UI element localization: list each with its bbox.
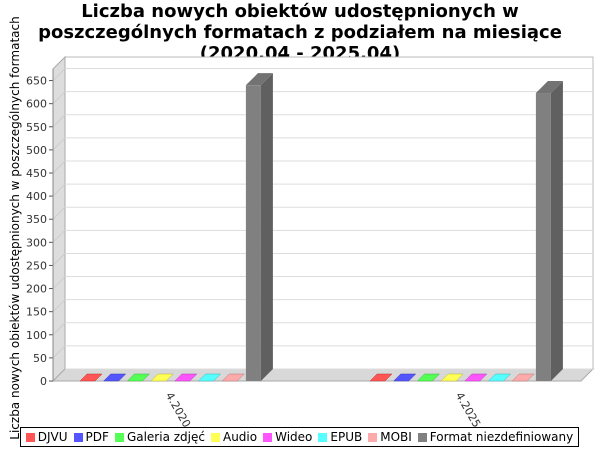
chart-title-line-2: poszczególnych formatach z podziałem na … xyxy=(38,22,562,43)
bar xyxy=(535,93,551,381)
bar xyxy=(487,373,512,382)
legend-swatch xyxy=(368,432,378,442)
gridline-depth xyxy=(52,137,66,151)
legend-swatch xyxy=(210,432,220,442)
gridline-depth xyxy=(52,345,66,359)
gridline-depth xyxy=(52,160,66,174)
legend-swatch xyxy=(73,432,83,442)
bar xyxy=(150,373,174,382)
y-tick-label: 500 xyxy=(26,144,47,157)
legend-item: MOBI xyxy=(368,430,412,444)
gridline-depth xyxy=(52,206,66,220)
legend-item: Format niezdefiniowany xyxy=(417,430,574,444)
y-tick-label: 50 xyxy=(33,352,47,365)
y-tick-label: 550 xyxy=(26,121,47,134)
chart-title-line-1: Liczba nowych obiektów udostępnionych w xyxy=(81,1,519,22)
legend-swatch xyxy=(318,432,328,442)
legend-label: Audio xyxy=(222,430,258,444)
bar xyxy=(126,373,151,382)
legend-label: PDF xyxy=(85,430,109,444)
y-tick-label: 600 xyxy=(26,98,47,111)
bar-side xyxy=(550,81,563,381)
bar xyxy=(416,373,441,382)
legend-swatch xyxy=(25,432,35,442)
legend: DJVU PDF Galeria zdjęć Audio Wideo EPUB MOBI Fo… xyxy=(20,427,579,447)
bar xyxy=(174,373,198,382)
y-tick-label: 100 xyxy=(26,329,47,342)
bar xyxy=(369,373,393,382)
gridline-depth xyxy=(52,276,66,289)
legend-swatch xyxy=(263,432,273,442)
legend-item: Wideo xyxy=(263,430,312,444)
bar xyxy=(221,373,245,382)
y-tick-label: 650 xyxy=(26,75,47,88)
x-tick-label: 4.2025 xyxy=(453,390,484,430)
legend-label: Galeria zdjęć xyxy=(126,430,205,444)
y-tick-label: 350 xyxy=(26,213,47,226)
y-tick-label: 200 xyxy=(26,283,47,296)
gridline-depth xyxy=(52,114,66,128)
bar xyxy=(245,85,261,381)
legend-swatch xyxy=(417,432,427,442)
gridline-depth xyxy=(52,299,66,313)
y-tick-label: 0 xyxy=(40,375,47,388)
y-tick-label: 450 xyxy=(26,167,47,180)
gridline-depth xyxy=(52,91,66,105)
x-tick-label: 4.2020 xyxy=(163,390,194,430)
gridline-depth xyxy=(52,253,66,266)
legend-swatch xyxy=(114,432,124,442)
legend-label: MOBI xyxy=(380,430,412,444)
bar xyxy=(103,373,127,382)
bar xyxy=(197,373,222,382)
legend-label: Format niezdefiniowany xyxy=(429,430,574,444)
legend-item: Galeria zdjęć xyxy=(114,430,205,444)
legend-item: PDF xyxy=(73,430,109,444)
gridline-depth xyxy=(52,68,66,81)
gridline-depth xyxy=(52,322,66,336)
y-tick-label: 150 xyxy=(26,306,47,319)
legend-item: DJVU xyxy=(25,430,68,444)
y-axis-label: Liczba nowych obiektów udostępnionych w … xyxy=(8,16,22,440)
y-tick-label: 300 xyxy=(26,236,47,249)
bar xyxy=(79,373,103,382)
bar-top xyxy=(535,81,563,94)
gridline-depth xyxy=(52,183,66,197)
bar xyxy=(440,373,464,382)
bar-side xyxy=(260,73,273,381)
legend-label: Wideo xyxy=(275,430,313,444)
legend-item: EPUB xyxy=(318,430,362,444)
bar xyxy=(464,373,488,382)
y-tick-label: 400 xyxy=(26,190,47,203)
bar xyxy=(393,373,417,382)
bar-top xyxy=(245,73,273,86)
legend-item: Audio xyxy=(210,430,258,444)
legend-label: EPUB xyxy=(330,430,363,444)
gridline-depth xyxy=(52,229,66,243)
legend-label: DJVU xyxy=(37,430,68,444)
bar xyxy=(511,373,535,382)
y-tick-label: 250 xyxy=(26,259,47,272)
plot-back-wall xyxy=(64,56,594,370)
